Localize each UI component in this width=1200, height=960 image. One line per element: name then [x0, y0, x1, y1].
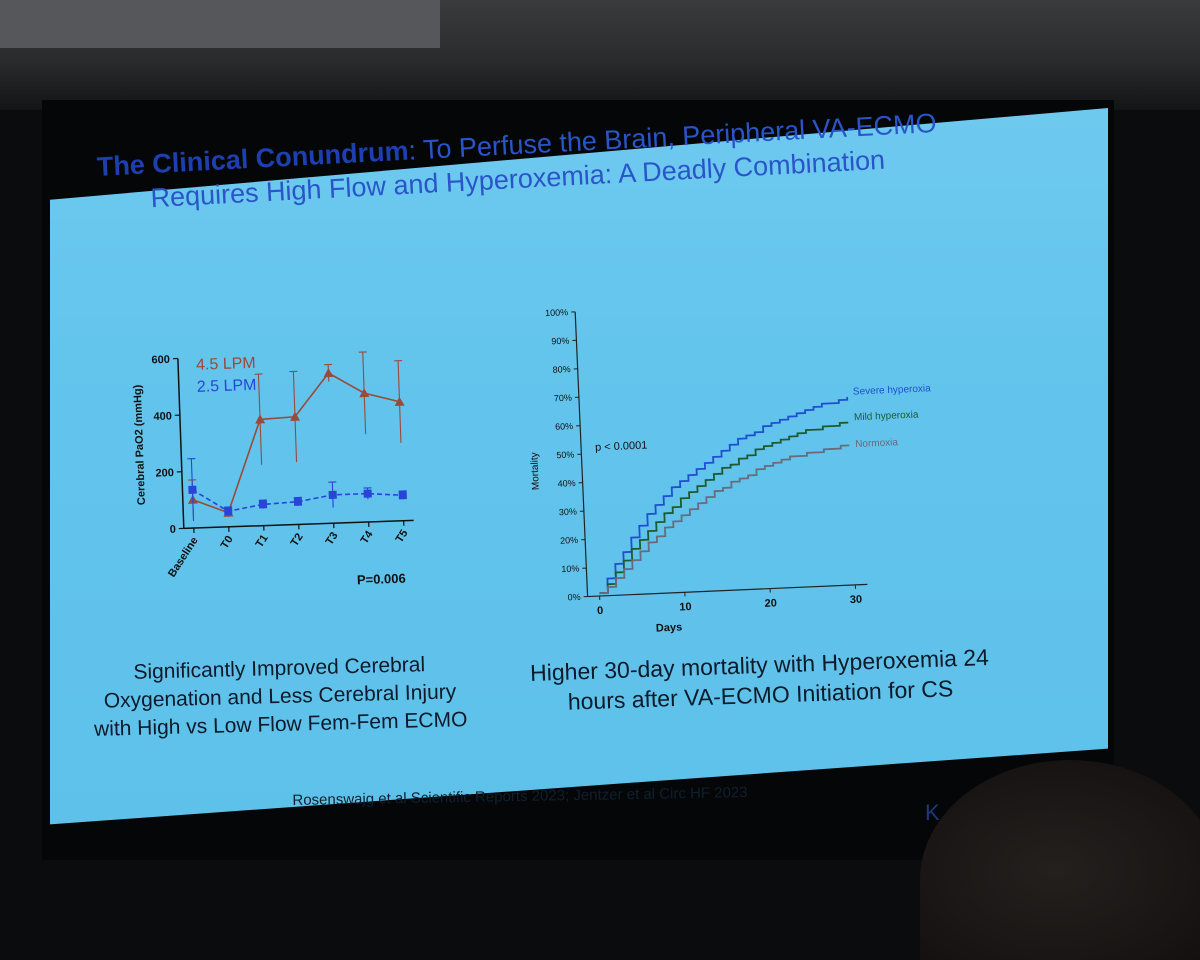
p-value: P=0.006 [357, 571, 406, 588]
y-tick-label: 70% [554, 393, 572, 404]
x-tick-label: 10 [679, 601, 692, 614]
series-label: Normoxia [855, 437, 899, 450]
p-value: p < 0.0001 [595, 439, 648, 453]
y-tick-label: 30% [559, 506, 577, 517]
data-point [364, 489, 372, 497]
x-tick-label: T0 [219, 534, 236, 551]
x-tick-label: T2 [289, 531, 306, 548]
series-label: Mild hyperoxia [854, 409, 919, 423]
data-point [359, 388, 369, 397]
y-tick-label: 0 [170, 524, 177, 536]
x-tick-label: 0 [597, 605, 604, 617]
y-tick-label: 80% [552, 364, 570, 375]
y-tick-label: 400 [153, 410, 172, 423]
x-tick-label: Baseline [166, 535, 201, 579]
ceiling-panel [0, 0, 440, 48]
x-tick-label: T4 [359, 528, 377, 546]
x-tick-label: 30 [850, 594, 863, 607]
data-point [259, 500, 267, 508]
x-axis [588, 584, 868, 596]
x-axis-label: Days [656, 621, 683, 634]
legend-label: 2.5 LPM [197, 377, 257, 396]
y-axis-label: Mortality [529, 452, 542, 490]
y-tick-label: 50% [556, 450, 574, 461]
y-tick-label: 0% [567, 592, 580, 603]
y-tick-label: 20% [560, 535, 578, 546]
y-tick-label: 600 [151, 354, 170, 367]
mortality-chart: 0% 10% 20% 30% 40% 50% 60% 70% 80% 90% 100% 0 10 20 30… [513, 281, 958, 649]
x-tick-label: T3 [324, 530, 341, 547]
legend-label: 4.5 LPM [196, 355, 256, 374]
data-point [399, 491, 407, 499]
y-tick-label: 200 [155, 467, 174, 480]
series-label: Severe hyperoxia [853, 383, 932, 397]
y-tick-label: 100% [545, 307, 568, 318]
data-point [323, 368, 333, 377]
x-tick-label: 20 [764, 597, 777, 610]
y-axis-label: Cerebral PaO2 (mmHg) [132, 384, 148, 505]
data-point [188, 486, 196, 494]
data-point [294, 498, 302, 506]
x-tick-label: T1 [254, 533, 271, 550]
y-tick-label: 10% [561, 563, 579, 574]
data-point [329, 491, 337, 499]
pao2-chart: 0 200 400 600 Cerebral PaO2 (mmHg) Baseline T0… [125, 335, 434, 615]
y-axis [178, 358, 184, 528]
y-tick-label: 40% [557, 478, 575, 489]
caption-left: Significantly Improved Cerebral Oxygenat… [89, 650, 471, 744]
y-tick-label: 90% [551, 336, 569, 347]
data-point [224, 507, 232, 515]
x-tick-label: T5 [394, 528, 411, 545]
y-tick-label: 60% [555, 421, 573, 432]
km-curve [591, 397, 855, 593]
